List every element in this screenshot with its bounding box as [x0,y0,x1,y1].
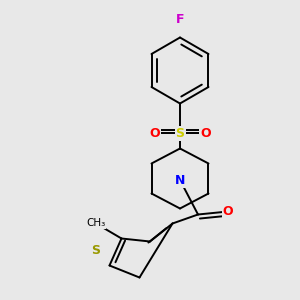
Text: O: O [200,127,211,140]
Text: N: N [175,173,185,187]
Text: O: O [149,127,160,140]
Text: O: O [223,205,233,218]
Text: F: F [176,13,184,26]
Text: S: S [176,127,184,140]
Text: S: S [92,244,100,257]
Text: CH₃: CH₃ [86,218,106,229]
